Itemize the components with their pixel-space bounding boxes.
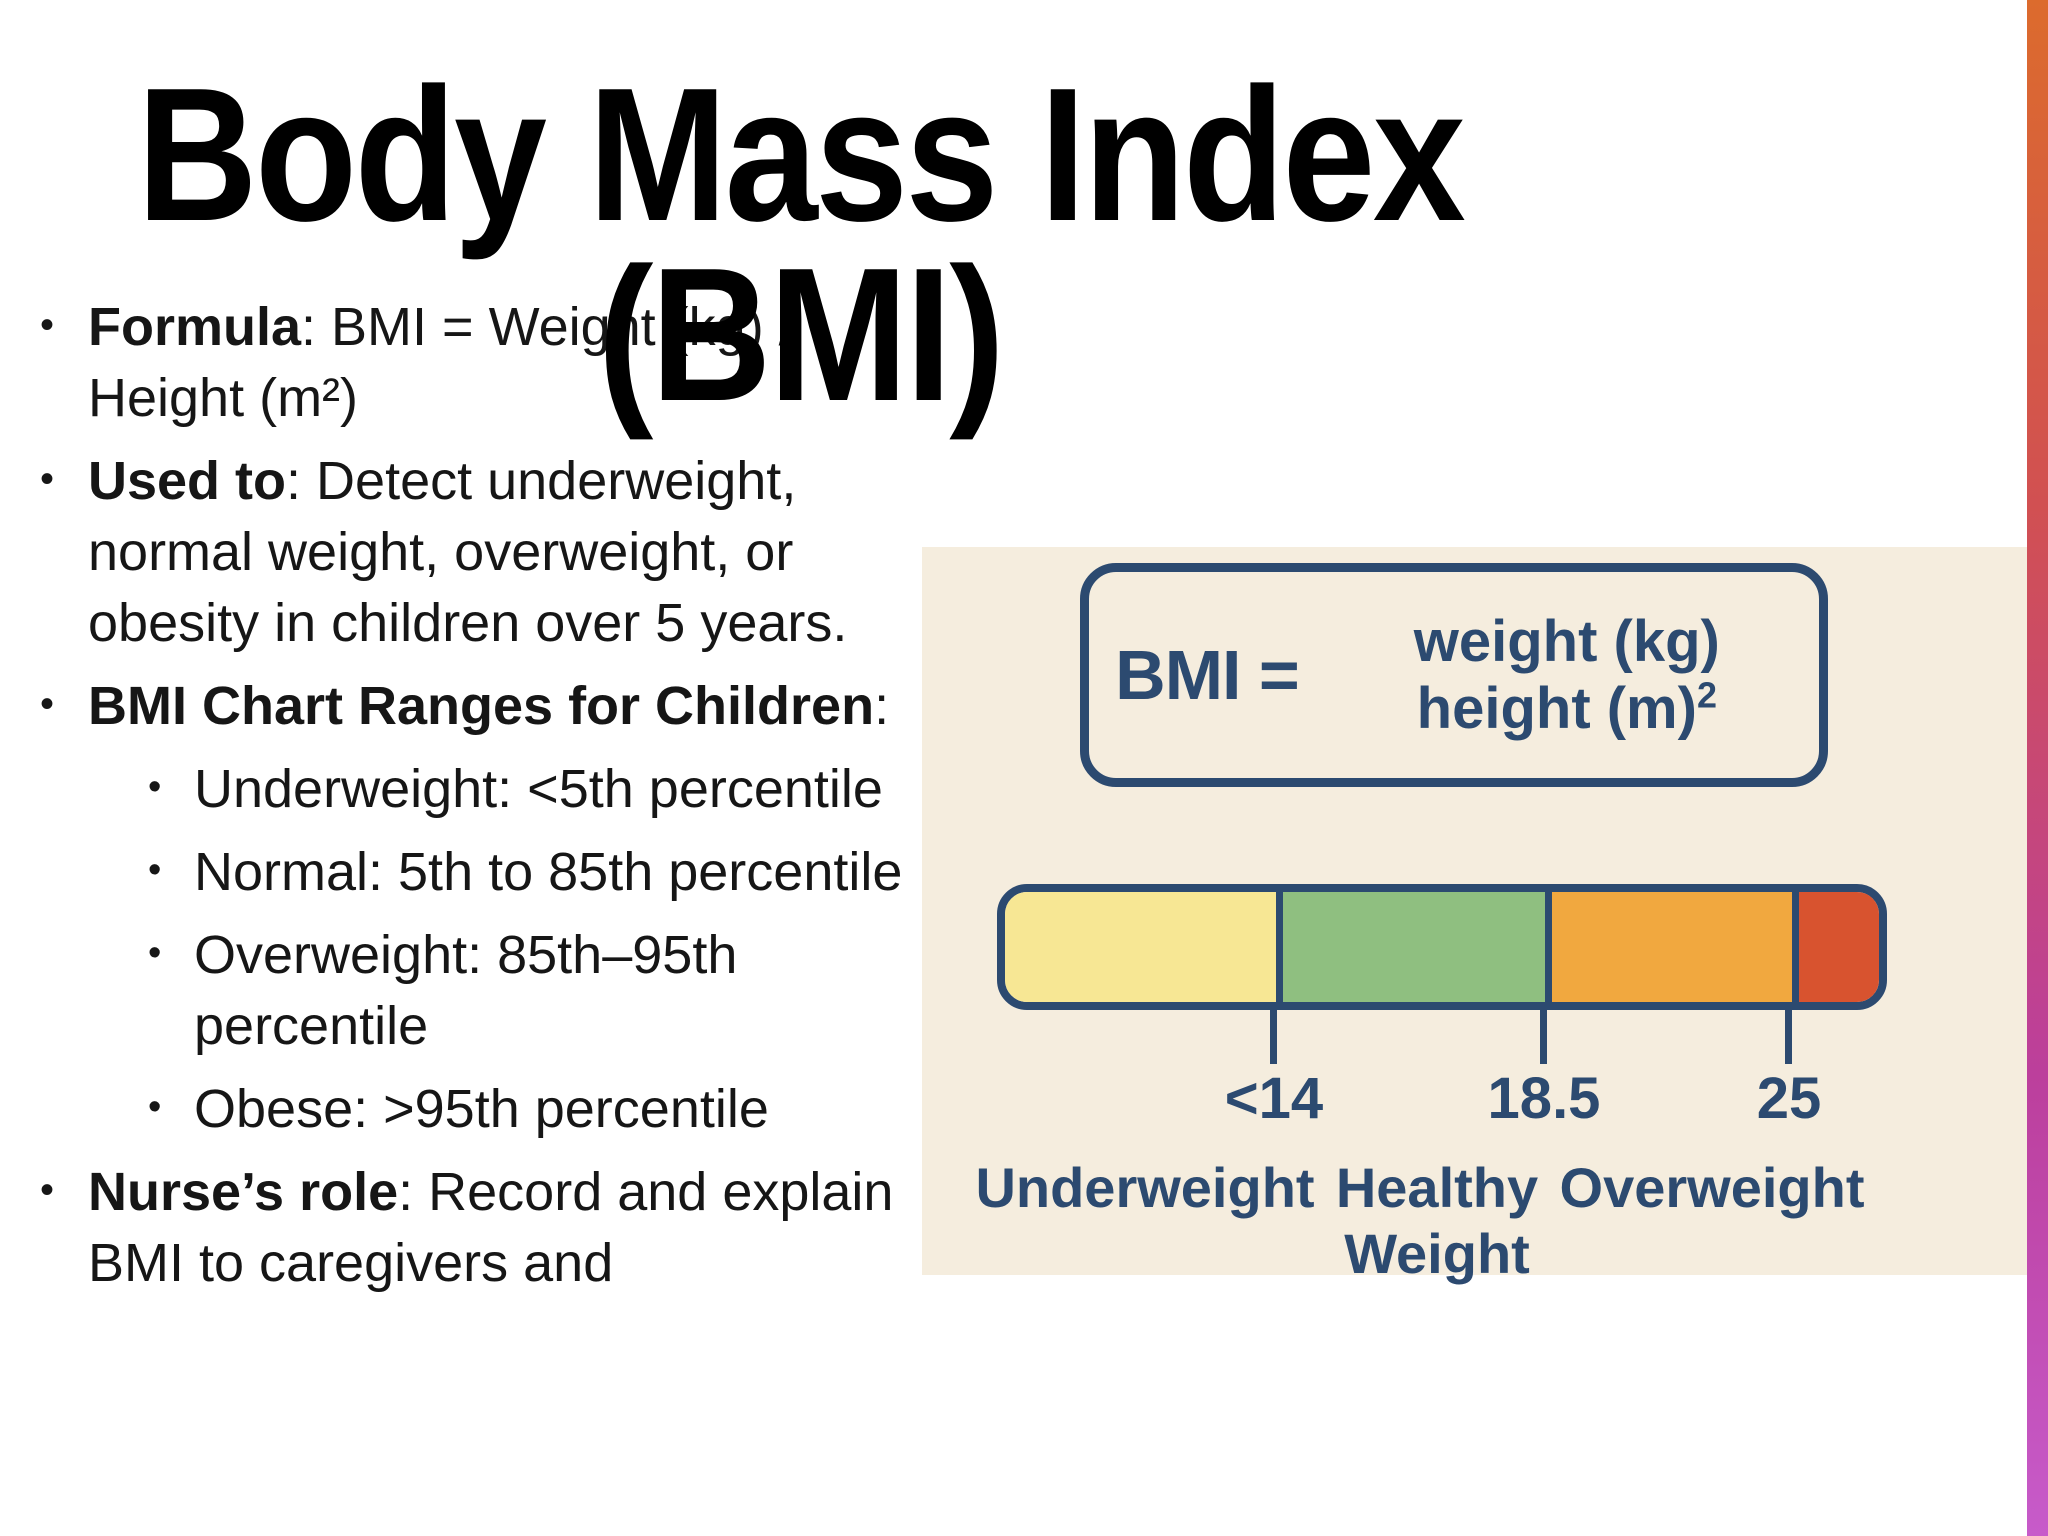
sub-bullet-text: Obese: >95th percentile: [194, 1079, 769, 1139]
scale-segment-overweight: [1545, 892, 1793, 1002]
scale-tick-label: <14: [1224, 1066, 1324, 1131]
page-title: Body Mass Index (BMI): [96, 49, 1504, 442]
sub-bullet-overweight: Overweight: 85th–95th percentile: [142, 918, 916, 1062]
bullet-text: : BMI = Weight (kg) / Height (m²): [88, 297, 794, 428]
scale-segment-underweight: [1005, 892, 1276, 1002]
scale-segment-healthy: [1275, 892, 1546, 1002]
bullet-lead: Used to: [88, 451, 287, 511]
bullet-lead: Nurse’s role: [88, 1162, 399, 1222]
bullet-lead: Formula: [88, 297, 302, 357]
sub-bullet-normal: Normal: 5th to 85th percentile: [142, 835, 916, 908]
scale-segment-obese: [1792, 892, 1879, 1002]
scale-tick-label: 18.5: [1487, 1066, 1601, 1131]
page-title-line1: Body Mass Index: [136, 49, 1466, 262]
bullet-list: Formula: BMI = Weight (kg) / Height (m²)…: [30, 290, 916, 1311]
range-label-overweight: Overweight: [1559, 1156, 1865, 1219]
bullet-item-nurses-role: Nurse’s role: Record and explain BMI to …: [30, 1155, 916, 1299]
bullet-item-used-to: Used to: Detect underweight, normal weig…: [30, 444, 916, 659]
fraction-numerator: weight (kg): [1413, 609, 1720, 674]
bmi-figure-panel: BMI = weight (kg) height (m)2 <14 18.5 2…: [922, 547, 2028, 1285]
range-label-underweight: Underweight: [975, 1156, 1315, 1219]
bullet-text: : Record and explain BMI to caregivers a…: [88, 1162, 894, 1293]
denominator-base: height (m): [1416, 676, 1697, 741]
formula-lhs: BMI =: [1115, 636, 1300, 714]
scale-tick-line: [1540, 1006, 1547, 1064]
scale-tick-line: [1785, 1006, 1792, 1064]
bullet-item-formula: Formula: BMI = Weight (kg) / Height (m²): [30, 290, 916, 434]
bullet-lead: BMI Chart Ranges for Children: [88, 676, 875, 736]
scale-tick-label: 25: [1756, 1066, 1822, 1131]
bullet-text: : Detect underweight, normal weight, ove…: [88, 451, 848, 653]
bmi-scale-bar: [997, 884, 1887, 1010]
denominator-exponent: 2: [1696, 674, 1717, 716]
bullet-text: :: [874, 676, 890, 736]
scale-tick-line: [1270, 1006, 1277, 1064]
sub-bullet-underweight: Underweight: <5th percentile: [142, 752, 916, 825]
sub-bullet-obese: Obese: >95th percentile: [142, 1072, 916, 1145]
range-label-healthy-weight: Healthy Weight: [1335, 1156, 1539, 1285]
page-title-line2: (BMI): [597, 229, 1005, 442]
bmi-formula-box: BMI = weight (kg) height (m)2: [1080, 563, 1828, 787]
sub-bullet-text: Normal: 5th to 85th percentile: [194, 842, 903, 902]
edge-gradient-strip: [2027, 0, 2048, 1536]
formula-fraction: weight (kg) height (m)2: [1341, 608, 1793, 742]
sub-bullet-text: Overweight: 85th–95th percentile: [194, 925, 738, 1056]
fraction-denominator: height (m)2: [1341, 675, 1793, 742]
sub-bullet-text: Underweight: <5th percentile: [194, 759, 883, 819]
bullet-item-chart-ranges: BMI Chart Ranges for Children:: [30, 669, 916, 742]
